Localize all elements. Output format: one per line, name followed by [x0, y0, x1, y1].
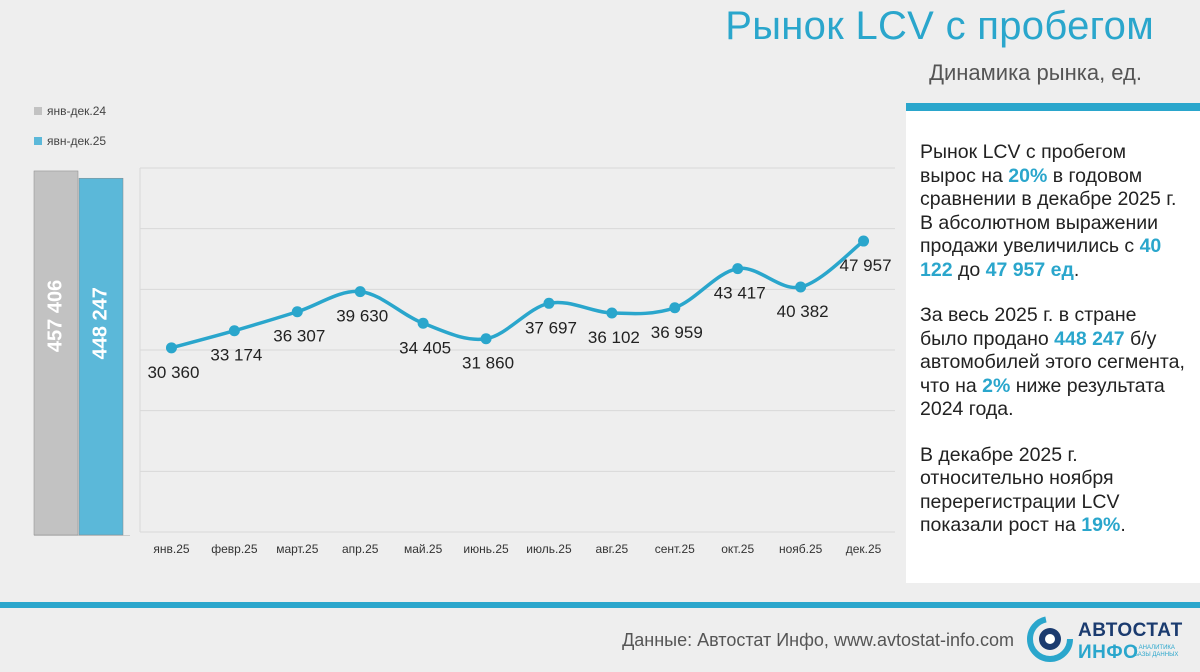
legend-label-2025: явн-дек.25: [47, 134, 107, 148]
data-point-2: [291, 306, 303, 318]
x-tick-label-9: окт.25: [721, 542, 754, 556]
legend-item-2024: янв-дек.24: [34, 103, 106, 119]
data-label-4: 34 405: [399, 338, 451, 357]
page-title: Рынок LCV с пробегом: [725, 4, 1154, 48]
data-label-0: 30 360: [147, 363, 199, 382]
x-tick-label-10: нояб.25: [779, 542, 823, 556]
legend-swatch-2025: [34, 137, 42, 145]
commentary-paragraph-1: Рынок LCV с пробегом вырос на 20% в годо…: [920, 141, 1177, 281]
x-tick-label-6: июль.25: [526, 542, 572, 556]
legend-label-2024: янв-дек.24: [47, 104, 107, 118]
commentary-paragraph-3: В декабре 2025 г. относительно ноября пе…: [920, 443, 1126, 537]
data-label-8: 36 959: [651, 323, 703, 342]
line-chart-grid: [139, 167, 895, 533]
data-point-8: [669, 302, 681, 314]
annual-bar-label-0: 457 406: [44, 280, 66, 352]
data-label-11: 47 957: [840, 256, 892, 275]
data-label-10: 40 382: [777, 302, 829, 321]
x-tick-label-2: март.25: [276, 542, 319, 556]
x-tick-label-7: авг.25: [596, 542, 629, 556]
logo-text-avtostat: АВТОСТАТ: [1078, 620, 1183, 641]
data-point-5: [480, 333, 492, 345]
page-subtitle: Динамика рынка, ед.: [929, 60, 1142, 85]
x-tick-label-0: янв.25: [153, 542, 190, 556]
data-label-5: 31 860: [462, 354, 514, 373]
data-point-9: [732, 263, 744, 275]
data-label-6: 37 697: [525, 318, 577, 337]
data-label-7: 36 102: [588, 328, 640, 347]
data-label-9: 43 417: [714, 284, 766, 303]
bar-axis-baseline: [34, 535, 130, 536]
legend-swatch-2024: [34, 107, 42, 115]
data-point-6: [543, 297, 555, 309]
commentary-panel: Рынок LCV с пробегом вырос на 20% в годо…: [906, 103, 1200, 583]
annual-bar-0: [33, 170, 79, 536]
monthly-line-series: 30 360 33 174 36 307 39 630 34 405 31 860 37 6…: [147, 235, 892, 382]
x-tick-label-11: дек.25: [846, 542, 882, 556]
x-tick-label-8: сент.25: [655, 542, 695, 556]
annual-bar-1: [78, 177, 124, 536]
footer-divider: [0, 602, 1200, 608]
data-point-4: [417, 317, 429, 329]
x-tick-label-3: апр.25: [342, 542, 379, 556]
data-label-1: 33 174: [210, 346, 262, 365]
x-tick-label-4: май.25: [404, 542, 443, 556]
series-line: [170, 239, 865, 350]
avtostat-logo-icon: [1027, 616, 1073, 662]
x-axis-ticks: янв.25 февр.25 март.25 апр.25 май.25 июнь.25 и…: [153, 542, 881, 556]
footer-source: Данные: Автостат Инфо, www.avtostat-info…: [622, 630, 1014, 650]
legend: янв-дек.24 явн-дек.25: [34, 103, 106, 163]
annual-bars: 457 406 448 247: [33, 170, 124, 536]
x-tick-label-5: июнь.25: [463, 542, 509, 556]
data-label-2: 36 307: [273, 327, 325, 346]
avtostat-logo: АВТОСТАТ ИНФО ▸ АНАЛИТИКА БАЗЫ ДАННЫХ: [1026, 612, 1196, 668]
legend-item-2025: явн-дек.25: [34, 133, 106, 149]
data-point-0: [165, 342, 177, 354]
annual-bar-label-1: 448 247: [89, 287, 111, 359]
data-point-3: [354, 286, 366, 298]
logo-text-info: ИНФО: [1078, 642, 1139, 663]
data-point-7: [606, 307, 618, 319]
data-point-11: [858, 235, 870, 247]
commentary-paragraph-2: За весь 2025 г. в стране было продано 44…: [920, 304, 1185, 420]
logo-tagline: ▸ АНАЛИТИКА БАЗЫ ДАННЫХ: [1134, 645, 1179, 658]
x-tick-label-1: февр.25: [211, 542, 258, 556]
data-point-1: [228, 325, 240, 337]
data-label-3: 39 630: [336, 307, 388, 326]
data-point-10: [795, 281, 807, 293]
